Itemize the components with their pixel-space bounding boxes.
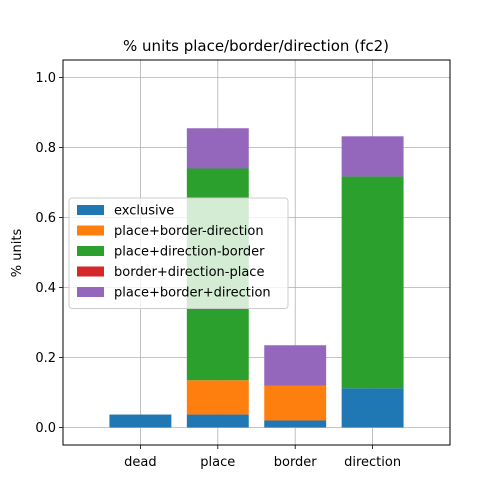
- y-tick-label: 0.8: [35, 141, 56, 156]
- legend-label: place+direction-border: [114, 245, 265, 260]
- bar-border-place-border-direction: [264, 345, 327, 386]
- bar-direction-exclusive: [341, 388, 404, 428]
- legend-label: exclusive: [114, 204, 174, 219]
- legend-label: place+border+direction: [114, 286, 271, 301]
- y-tick-label: 0.4: [35, 281, 56, 296]
- legend-swatch: [77, 266, 104, 277]
- x-tick-label-direction: direction: [344, 455, 401, 470]
- legend-swatch: [77, 225, 104, 236]
- bar-place-place-border-direction: [186, 128, 249, 169]
- plot-frame: [62, 59, 451, 446]
- legend-swatch: [77, 287, 104, 297]
- y-tick-label: 0.6: [35, 211, 56, 226]
- chart-title: % units place/border/direction (fc2): [123, 37, 389, 55]
- y-tick-label: 0.2: [35, 351, 56, 366]
- bar-direction-place-border-direction: [341, 136, 404, 177]
- x-tick-label-place: place: [200, 455, 235, 470]
- bar-border-place-border-direction: [264, 385, 327, 421]
- x-tick-label-border: border: [274, 455, 318, 470]
- bar-place-exclusive: [186, 414, 249, 428]
- legend-swatch: [77, 205, 104, 215]
- legend-box: [68, 197, 289, 309]
- chart-legend: exclusive place+border-direction place+dir…: [68, 197, 289, 309]
- legend-swatch: [77, 246, 104, 256]
- legend-label: place+border-direction: [114, 224, 264, 239]
- bar-dead-exclusive: [109, 414, 172, 428]
- ticks-layer: 0.0 0.2 0.4 0.6 0.8 1.0 dead place border directi…: [35, 71, 401, 470]
- y-tick-label: 0.0: [35, 421, 56, 436]
- x-tick-label-dead: dead: [124, 455, 156, 470]
- y-tick-label: 1.0: [35, 71, 56, 86]
- legend-label: border+direction-place: [114, 265, 264, 280]
- bar-direction-place-direction-border: [341, 176, 404, 389]
- bar-border-exclusive: [264, 420, 327, 428]
- y-axis-title: % units: [10, 229, 25, 278]
- bar-place-place-border-direction: [186, 380, 249, 415]
